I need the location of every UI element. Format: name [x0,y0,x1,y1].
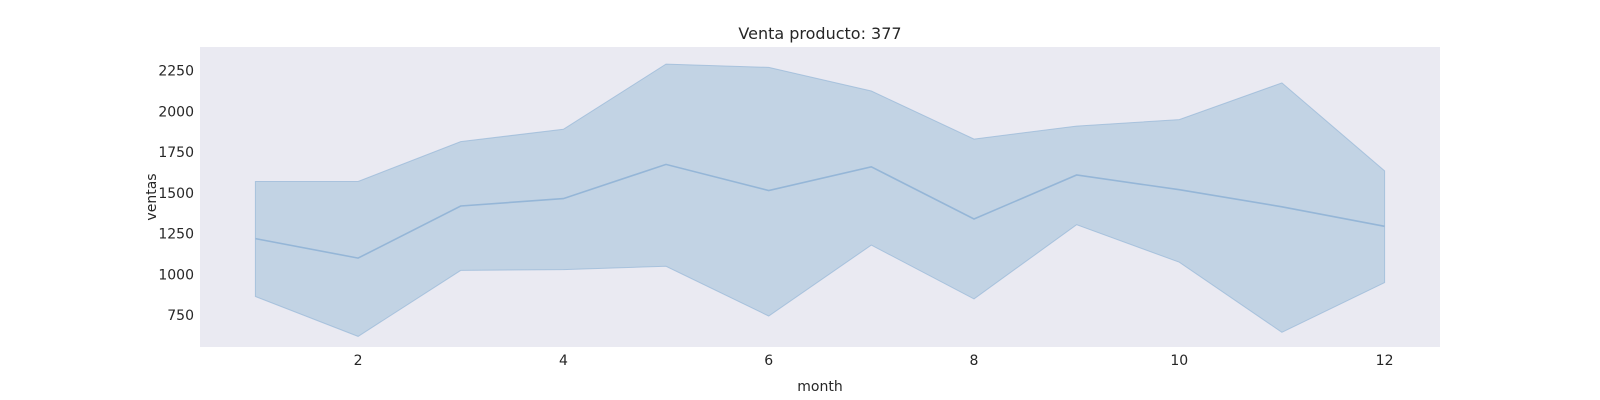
confidence-band [254,63,1386,337]
y-tick-label: 2000 [158,104,194,120]
chart-title: Venta producto: 377 [738,24,901,43]
x-tick-label: 4 [559,353,568,369]
x-tick-label: 8 [970,353,979,369]
y-tick-label: 1000 [158,267,194,283]
y-tick-label: 1750 [158,145,194,161]
x-tick-label: 2 [354,353,363,369]
x-tick-label: 12 [1376,353,1394,369]
y-axis-label: ventas [144,173,160,220]
y-tick-label: 1250 [158,227,194,243]
y-tick-label: 750 [167,308,194,324]
mean-line [255,163,1385,259]
x-tick-label: 6 [764,353,773,369]
y-tick-label: 2250 [158,64,194,80]
x-tick-labels: 2 4 6 8 10 12 [354,353,1394,369]
x-tick-label: 10 [1170,353,1188,369]
x-axis-label: month [797,379,842,395]
confidence-band-layer [254,63,1386,337]
y-tick-labels: 750 1000 1250 1500 1750 2000 2250 [158,64,194,325]
y-tick-label: 1500 [158,186,194,202]
mean-line-layer [255,163,1385,259]
